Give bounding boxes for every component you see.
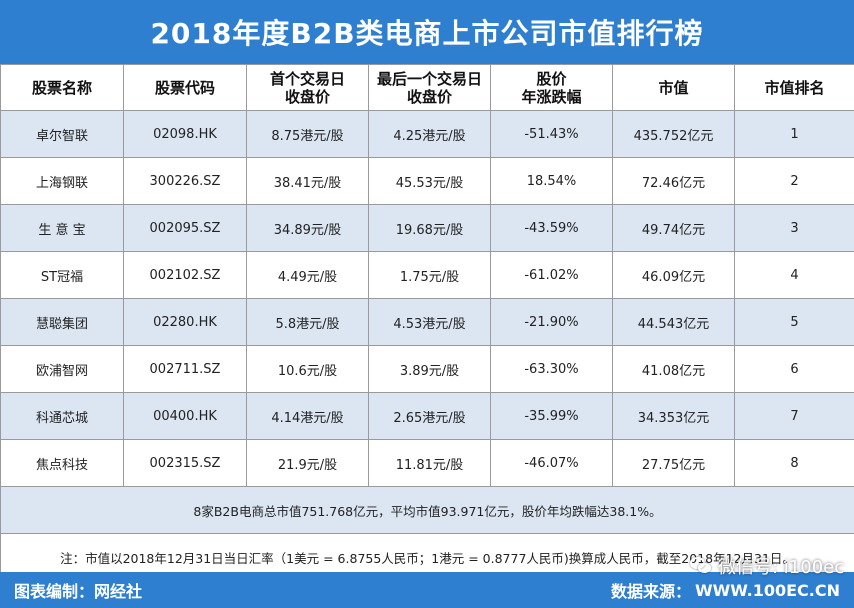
cell-price-change: -61.02% xyxy=(490,251,613,299)
header-market-cap: 市值 xyxy=(612,64,735,111)
cell-last-close: 19.68元/股 xyxy=(368,204,491,252)
cell-price-change: -46.07% xyxy=(490,439,613,487)
header-text: 首个交易日 xyxy=(269,69,345,88)
table-row: 卓尔智联 02098.HK 8.75港元/股 4.25港元/股 -51.43% 435.7… xyxy=(0,110,854,158)
table-row: 上海钢联 300226.SZ 38.41元/股 45.53元/股 18.54% 72.46… xyxy=(0,157,854,205)
header-rank: 市值排名 xyxy=(734,64,854,111)
cell-first-close: 10.6元/股 xyxy=(246,345,369,393)
cell-stock-code: 002095.SZ xyxy=(123,204,247,252)
cell-last-close: 1.75元/股 xyxy=(368,251,491,299)
cell-first-close: 5.8港元/股 xyxy=(246,298,369,346)
cell-rank: 8 xyxy=(734,439,854,487)
cell-market-cap: 435.752亿元 xyxy=(612,110,735,158)
cell-market-cap: 72.46亿元 xyxy=(612,157,735,205)
cell-stock-code: 02280.HK xyxy=(123,298,247,346)
cell-stock-name: 焦点科技 xyxy=(0,439,124,487)
header-text: 股票代码 xyxy=(154,78,215,97)
cell-stock-code: 300226.SZ xyxy=(123,157,247,205)
summary-row: 8家B2B电商总市值751.768亿元，平均市值93.971亿元，股价年均跌幅达… xyxy=(0,486,854,534)
cell-rank: 5 xyxy=(734,298,854,346)
cell-last-close: 45.53元/股 xyxy=(368,157,491,205)
header-price-change: 股价 年涨跌幅 xyxy=(490,64,613,111)
cell-stock-code: 002102.SZ xyxy=(123,251,247,299)
table-row: 生 意 宝 002095.SZ 34.89元/股 19.68元/股 -43.59% 49.… xyxy=(0,204,854,252)
cell-last-close: 4.53港元/股 xyxy=(368,298,491,346)
cell-price-change: -43.59% xyxy=(490,204,613,252)
header-last-close: 最后一个交易日 收盘价 xyxy=(368,64,491,111)
cell-stock-name: 慧聪集团 xyxy=(0,298,124,346)
cell-rank: 3 xyxy=(734,204,854,252)
cell-price-change: -63.30% xyxy=(490,345,613,393)
header-text: 年涨跌幅 xyxy=(521,87,582,106)
cell-stock-name: 科通芯城 xyxy=(0,392,124,440)
cell-market-cap: 44.543亿元 xyxy=(612,298,735,346)
header-first-close: 首个交易日 收盘价 xyxy=(246,64,369,111)
header-text: 收盘价 xyxy=(284,87,330,106)
cell-last-close: 11.81元/股 xyxy=(368,439,491,487)
table-row: 欧浦智网 002711.SZ 10.6元/股 3.89元/股 -63.30% 41.08亿… xyxy=(0,345,854,393)
cell-stock-code: 02098.HK xyxy=(123,110,247,158)
header-text: 市值 xyxy=(658,78,689,97)
cell-rank: 6 xyxy=(734,345,854,393)
cell-market-cap: 34.353亿元 xyxy=(612,392,735,440)
cell-rank: 2 xyxy=(734,157,854,205)
summary-text: 8家B2B电商总市值751.768亿元，平均市值93.971亿元，股价年均跌幅达… xyxy=(0,486,854,534)
footer-source: 数据来源： WWW.100EC.CN xyxy=(611,578,840,602)
cell-rank: 4 xyxy=(734,251,854,299)
table-row: 科通芯城 00400.HK 4.14港元/股 2.65港元/股 -35.99% 34.35… xyxy=(0,392,854,440)
table-row: 慧聪集团 02280.HK 5.8港元/股 4.53港元/股 -21.90% 44.543… xyxy=(0,298,854,346)
cell-stock-name: 上海钢联 xyxy=(0,157,124,205)
table-row: 焦点科技 002315.SZ 21.9元/股 11.81元/股 -46.07% 27.75… xyxy=(0,439,854,487)
cell-market-cap: 27.75亿元 xyxy=(612,439,735,487)
page-title: 2018年度B2B类电商上市公司市值排行榜 xyxy=(150,17,704,50)
cell-first-close: 4.49元/股 xyxy=(246,251,369,299)
footer-credit: 图表编制：网经社 xyxy=(14,582,143,601)
wechat-icon xyxy=(690,557,712,575)
header-stock-code: 股票代码 xyxy=(123,64,247,111)
cell-price-change: -51.43% xyxy=(490,110,613,158)
header-text: 市值排名 xyxy=(764,78,825,97)
cell-rank: 1 xyxy=(734,110,854,158)
cell-first-close: 21.9元/股 xyxy=(246,439,369,487)
cell-market-cap: 41.08亿元 xyxy=(612,345,735,393)
header-text: 收盘价 xyxy=(406,87,452,106)
cell-first-close: 4.14港元/股 xyxy=(246,392,369,440)
cell-market-cap: 46.09亿元 xyxy=(612,251,735,299)
cell-last-close: 2.65港元/股 xyxy=(368,392,491,440)
header-text: 股票名称 xyxy=(31,78,92,97)
cell-price-change: 18.54% xyxy=(490,157,613,205)
cell-price-change: -21.90% xyxy=(490,298,613,346)
table-header-row: 股票名称 股票代码 首个交易日 收盘价 最后一个交易日 收盘价 股价 年涨跌幅 市值 市值排名 xyxy=(0,64,854,111)
header-text: 最后一个交易日 xyxy=(376,69,482,88)
cell-stock-code: 00400.HK xyxy=(123,392,247,440)
title-bar: 2018年度B2B类电商上市公司市值排行榜 xyxy=(0,0,854,64)
cell-price-change: -35.99% xyxy=(490,392,613,440)
footer-source-label: 数据来源： xyxy=(610,582,691,601)
cell-first-close: 38.41元/股 xyxy=(246,157,369,205)
cell-stock-name: 欧浦智网 xyxy=(0,345,124,393)
ranking-table: 股票名称 股票代码 首个交易日 收盘价 最后一个交易日 收盘价 股价 年涨跌幅 市值 市值排名 卓… xyxy=(0,64,854,581)
header-text: 股价 xyxy=(536,69,567,88)
cell-stock-code: 002711.SZ xyxy=(123,345,247,393)
cell-first-close: 8.75港元/股 xyxy=(246,110,369,158)
footer-bar: 图表编制：网经社 数据来源： WWW.100EC.CN xyxy=(0,572,854,608)
cell-stock-name: 生 意 宝 xyxy=(0,204,124,252)
watermark-text: 微信号: i100ec xyxy=(718,557,845,578)
cell-market-cap: 49.74亿元 xyxy=(612,204,735,252)
cell-last-close: 4.25港元/股 xyxy=(368,110,491,158)
cell-stock-name: ST冠福 xyxy=(0,251,124,299)
cell-stock-code: 002315.SZ xyxy=(123,439,247,487)
header-stock-name: 股票名称 xyxy=(0,64,124,111)
wechat-watermark: 微信号: i100ec xyxy=(690,553,844,579)
table-row: ST冠福 002102.SZ 4.49元/股 1.75元/股 -61.02% 46.09亿… xyxy=(0,251,854,299)
cell-stock-name: 卓尔智联 xyxy=(0,110,124,158)
footer-source-site: WWW.100EC.CN xyxy=(695,580,840,600)
cell-last-close: 3.89元/股 xyxy=(368,345,491,393)
cell-first-close: 34.89元/股 xyxy=(246,204,369,252)
table-body: 卓尔智联 02098.HK 8.75港元/股 4.25港元/股 -51.43% 435.7… xyxy=(0,110,854,581)
cell-rank: 7 xyxy=(734,392,854,440)
